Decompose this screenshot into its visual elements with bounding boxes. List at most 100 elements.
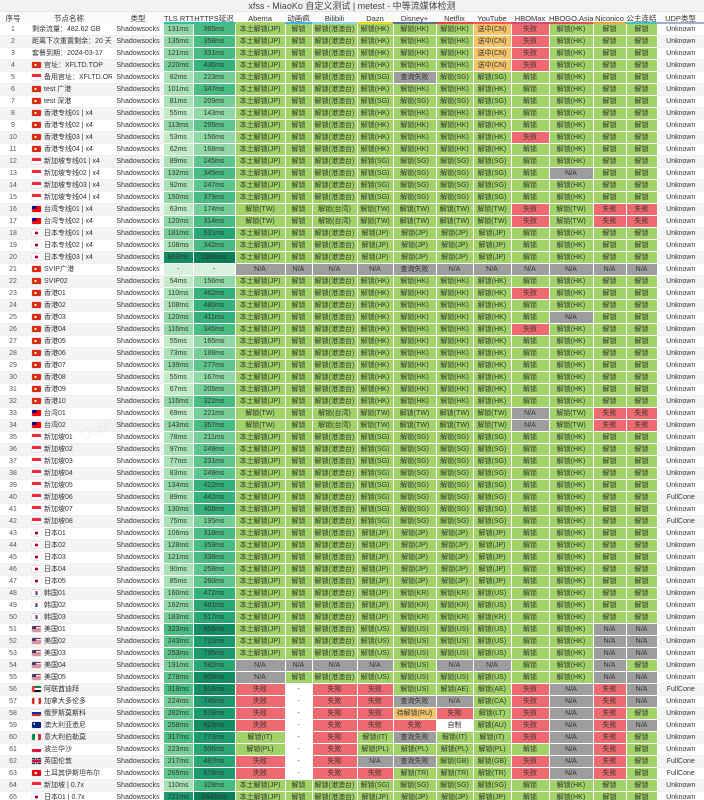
tls-rtt-cell: 67ms (164, 383, 194, 396)
niconico-cell: 解锁 (593, 107, 627, 120)
anime-madness-cell: - (285, 707, 313, 720)
node-type: Shadowsocks (112, 611, 164, 624)
udp-type-cell: Unknown (657, 203, 704, 216)
niconico-cell: 解锁 (593, 131, 627, 144)
niconico-cell: 失败 (593, 707, 627, 720)
youtube-cell: 解锁(HK) (473, 275, 512, 288)
hbogo-asia-cell: 解锁(HK) (549, 59, 594, 72)
hbogo-asia-cell: 解锁(HK) (549, 24, 594, 36)
youtube-cell: 解锁(SG) (473, 71, 512, 84)
princess-connect-cell: 解锁 (626, 227, 658, 240)
youtube-cell: 解锁(US) (473, 647, 512, 660)
flag-hk-icon (32, 374, 41, 380)
abema-cell: 解锁(PL) (235, 743, 286, 756)
bilibili-cell: 解锁(港澳台) (312, 107, 358, 120)
abema-cell: 本土解锁(JP) (235, 371, 286, 384)
youtube-cell: 解锁(PL) (473, 743, 512, 756)
flag-hk-icon (32, 326, 41, 332)
abema-cell: 本土解锁(JP) (235, 791, 286, 800)
hbogo-asia-cell: 解锁(HK) (549, 551, 594, 564)
node-name-text: test 广港 (44, 86, 72, 93)
node-name: 香港专线03 | x4 (26, 131, 112, 144)
princess-connect-cell: 解锁 (626, 539, 658, 552)
node-name: 新加坡07 (26, 503, 112, 516)
abema-cell: 解锁(IT) (235, 731, 286, 744)
disney-plus-cell: 解锁(US) (393, 659, 437, 672)
abema-cell: 本土解锁(JP) (235, 47, 286, 60)
tls-rtt-cell: 132ms (164, 167, 194, 180)
udp-type-cell: Unknown (657, 719, 704, 732)
node-name: 新加坡专线01 | x4 (26, 155, 112, 168)
youtube-cell: 解锁(JP) (473, 539, 512, 552)
node-name-text: 日本专线03 | x4 (44, 254, 93, 261)
netflix-cell: N/A (436, 659, 474, 672)
table-row: 60 意大利伯勒莫 Shadowsocks 317ms 773ms 解锁(IT) - 失败 解锁… (0, 731, 704, 744)
hbogo-asia-cell: 解锁(HK) (549, 431, 594, 444)
abema-cell: 本土解锁(JP) (235, 131, 286, 144)
netflix-cell: 解锁(JP) (436, 239, 474, 252)
node-index: 2 (0, 35, 26, 48)
princess-connect-cell: 解锁 (626, 455, 658, 468)
flag-sg-icon (32, 782, 41, 788)
bilibili-cell: 解锁(港澳台) (312, 287, 358, 300)
bilibili-cell: 解锁(港澳台) (312, 347, 358, 360)
https-latency-cell: 188ms (193, 347, 236, 360)
node-name-text: 新加坡01 (44, 434, 73, 441)
niconico-cell: 解锁 (593, 35, 627, 48)
node-index: 45 (0, 551, 26, 564)
niconico-cell: 解锁 (593, 611, 627, 624)
disney-plus-cell: 解锁(SG) (393, 455, 437, 468)
abema-cell: 失败 (235, 767, 286, 780)
dazn-cell: 失败 (357, 767, 394, 780)
niconico-cell: 解锁 (593, 323, 627, 336)
disney-plus-cell: 解锁(HK) (393, 323, 437, 336)
node-name-text: 香港04 (44, 326, 66, 333)
flag-hk-icon (32, 278, 41, 284)
column-header-10: Disney+ (393, 12, 436, 24)
netflix-cell: 解锁(HK) (436, 359, 474, 372)
netflix-cell: 解锁(US) (436, 623, 474, 636)
table-row: 53 美国03 Shadowsocks 253ms 795ms 本土解锁(JP) 解锁 解锁(… (0, 647, 704, 660)
node-name: 意大利伯勒莫 (26, 731, 112, 744)
niconico-cell: 解锁 (593, 239, 627, 252)
princess-connect-cell: 解锁 (626, 743, 658, 756)
node-name: 香港07 (26, 359, 112, 372)
node-name: 波兰华沙 (26, 743, 112, 756)
princess-connect-cell: 解锁 (626, 431, 658, 444)
node-name: 日本专线01 | x4 (26, 227, 112, 240)
https-latency-cell: 856ms (193, 623, 236, 636)
disney-plus-cell: 查询失败 (393, 71, 437, 84)
https-latency-cell: 221ms (193, 407, 236, 420)
hbomax-cell: 解锁 (511, 779, 550, 792)
bilibili-cell: 解锁(港澳台) (312, 491, 358, 504)
node-type: Shadowsocks (112, 623, 164, 636)
princess-connect-cell: 失败 (626, 203, 658, 216)
tls-rtt-cell: 73ms (164, 347, 194, 360)
niconico-cell: 解锁 (593, 599, 627, 612)
node-name: 新加坡 | 0.7x (26, 779, 112, 792)
node-type: Shadowsocks (112, 299, 164, 312)
disney-plus-cell: 解锁(HK) (393, 395, 437, 408)
table-row: 57 加拿大多伦多 Shadowsocks 224ms 746ms 失败 - 失败 失败 查询失败… (0, 695, 704, 708)
youtube-cell: N/A (473, 659, 512, 672)
niconico-cell: N/A (593, 263, 627, 276)
https-latency-cell: 531ms (193, 227, 236, 240)
dazn-cell: 解锁(HK) (357, 347, 394, 360)
node-index: 5 (0, 71, 26, 84)
node-name-text: 澳大利亚悉尼 (44, 722, 86, 729)
hbomax-cell: 解锁 (511, 791, 550, 800)
column-header-17: UDP类型 (657, 12, 704, 24)
netflix-cell: 解锁(HK) (436, 35, 474, 48)
princess-connect-cell: 解锁 (626, 611, 658, 624)
table-row: 13 新加坡专线02 | x4 Shadowsocks 132ms 345ms 本土解锁(… (0, 167, 704, 180)
node-type: Shadowsocks (112, 755, 164, 768)
disney-plus-cell: 解锁(US) (393, 635, 437, 648)
tls-rtt-cell: 265ms (164, 767, 194, 780)
princess-connect-cell: 解锁 (626, 71, 658, 84)
princess-connect-cell: 解锁 (626, 119, 658, 132)
netflix-cell: 解锁(SG) (436, 443, 474, 456)
flag-tw-icon (32, 206, 41, 212)
node-name-text: 香港05 (44, 338, 66, 345)
table-row: 62 英国伦敦 Shadowsocks 217ms 487ms 失败 - 失败 N/A 查询失败解… (0, 755, 704, 768)
netflix-cell: 解锁(HK) (436, 311, 474, 324)
